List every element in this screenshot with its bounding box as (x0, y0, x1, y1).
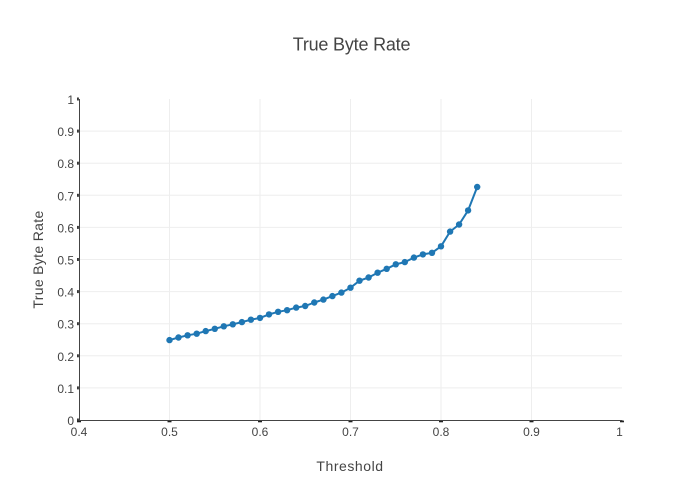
svg-text:0.9: 0.9 (523, 425, 540, 439)
svg-text:0.4: 0.4 (71, 425, 88, 439)
svg-text:0.2: 0.2 (57, 350, 74, 364)
svg-text:Threshold: Threshold (316, 458, 383, 474)
svg-text:0.7: 0.7 (342, 425, 359, 439)
svg-text:0: 0 (67, 414, 74, 428)
svg-text:0.9: 0.9 (57, 125, 74, 139)
svg-text:0.8: 0.8 (57, 157, 74, 171)
svg-text:0.4: 0.4 (57, 286, 74, 300)
svg-text:True Byte Rate: True Byte Rate (30, 210, 46, 308)
svg-text:0.3: 0.3 (57, 318, 74, 332)
svg-text:0.6: 0.6 (57, 221, 74, 235)
svg-text:1: 1 (67, 93, 74, 107)
svg-text:0.8: 0.8 (433, 425, 450, 439)
svg-text:True Byte Rate: True Byte Rate (293, 34, 411, 54)
svg-text:1: 1 (616, 425, 623, 439)
svg-text:0.5: 0.5 (57, 254, 74, 268)
svg-text:0.7: 0.7 (57, 189, 74, 203)
svg-text:0.1: 0.1 (57, 382, 74, 396)
svg-text:0.6: 0.6 (252, 425, 269, 439)
svg-text:0.5: 0.5 (161, 425, 178, 439)
